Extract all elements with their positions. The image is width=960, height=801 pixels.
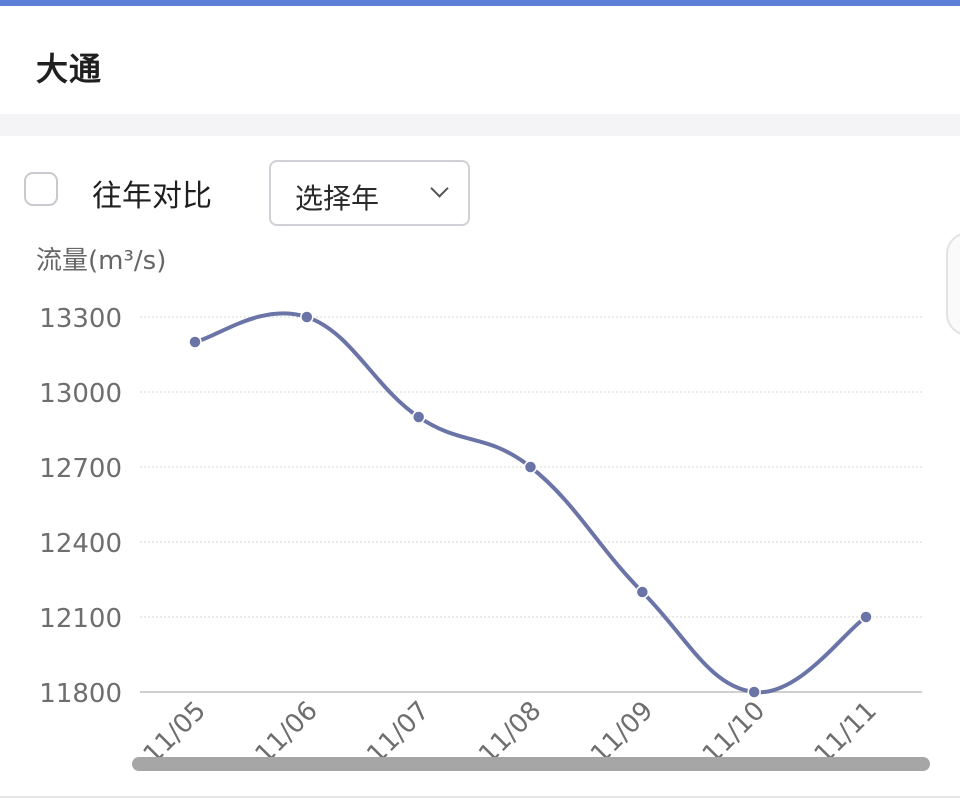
data-point[interactable] <box>188 335 202 349</box>
y-tick-label: 13300 <box>39 304 122 334</box>
series-line-path <box>193 311 868 695</box>
compare-checkbox[interactable] <box>24 172 58 206</box>
data-point[interactable] <box>523 460 538 474</box>
chevron-down-icon <box>430 179 449 198</box>
y-tick-label: 11800 <box>39 679 122 709</box>
header: 大通 <box>0 6 960 114</box>
compare-label: 往年对比 <box>92 179 212 214</box>
chart-card <box>0 136 960 801</box>
y-tick-label: 12400 <box>39 529 122 559</box>
chart-horizontal-scrollbar[interactable] <box>132 757 930 771</box>
grid-lines <box>140 316 922 693</box>
y-tick-labels: 13300 13000 12700 12400 12100 11800 <box>39 304 122 709</box>
year-select[interactable]: 选择年 <box>269 160 470 226</box>
page-title: 大通 <box>36 50 103 88</box>
x-tick-label: 11/05 <box>138 696 212 760</box>
y-tick-label: 12100 <box>39 604 122 634</box>
series-line <box>193 311 868 695</box>
x-tick-label: 11/08 <box>473 696 547 760</box>
section-divider <box>0 114 960 136</box>
x-tick-label: 11/11 <box>809 696 883 760</box>
x-tick-label: 11/10 <box>697 696 771 760</box>
y-axis-label: 流量(m³/s) <box>36 246 167 276</box>
x-tick-labels: 11/05 11/06 11/07 11/08 11/09 11/10 11/11 <box>138 696 883 760</box>
bottom-divider <box>0 796 960 798</box>
data-point[interactable] <box>411 410 426 424</box>
series-points <box>188 310 873 699</box>
x-tick-label: 11/06 <box>250 696 324 760</box>
x-tick-label: 11/07 <box>361 696 435 760</box>
data-point[interactable] <box>635 585 650 599</box>
data-point[interactable] <box>300 310 314 324</box>
x-tick-label: 11/09 <box>585 696 659 760</box>
y-tick-label: 13000 <box>39 379 122 409</box>
y-tick-label: 12700 <box>39 454 122 484</box>
top-accent-bar <box>0 0 960 6</box>
data-point[interactable] <box>859 610 873 624</box>
year-select-value: 选择年 <box>295 182 380 215</box>
data-point[interactable] <box>747 685 761 699</box>
